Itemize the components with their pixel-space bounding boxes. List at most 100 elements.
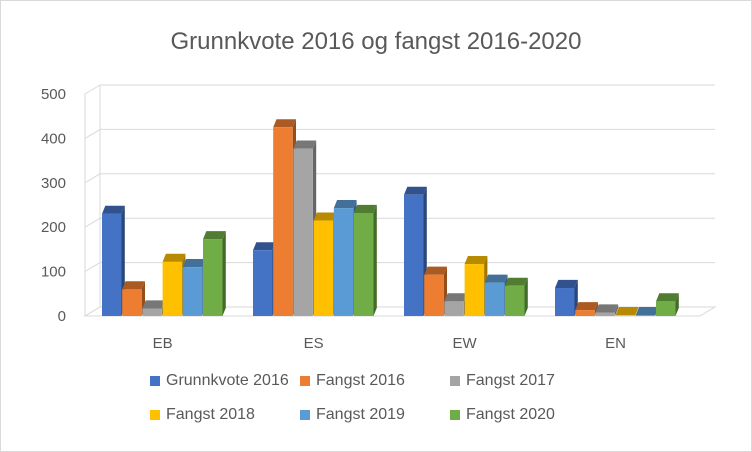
x-category-label: EN [605, 335, 626, 352]
bar-top [404, 186, 427, 195]
bar-top [595, 304, 619, 313]
bar-front [333, 208, 354, 316]
legend-swatch [450, 376, 460, 386]
bar-top [484, 274, 508, 283]
bar-top [122, 281, 145, 290]
bar-front [484, 282, 505, 316]
bar-front [656, 301, 676, 316]
bar-ES-4 [333, 200, 357, 316]
gridline-side-200 [84, 217, 101, 228]
bar-front [615, 315, 636, 316]
legend-item: Fangst 2019 [300, 406, 450, 424]
gridline-side-400 [84, 128, 101, 139]
x-category-label: EW [453, 335, 478, 352]
bar-side [635, 307, 639, 316]
y-tick-label: 100 [41, 264, 66, 281]
bar-front [555, 288, 575, 316]
bar-top [555, 279, 578, 289]
legend-swatch [300, 410, 310, 420]
bar-top [333, 200, 357, 209]
bar-top [464, 255, 488, 265]
legend-item: Grunnkvote 2016 [150, 372, 300, 390]
legend-label: Fangst 2016 [316, 372, 405, 389]
bar-top [424, 266, 447, 275]
gridline-side-300 [84, 173, 101, 184]
legend-label: Fangst 2020 [466, 406, 555, 423]
bar-EW-3 [464, 255, 488, 316]
bar-front [404, 194, 424, 316]
legend-swatch [300, 376, 310, 386]
bar-top [182, 259, 206, 268]
bar-top [253, 242, 276, 251]
bar-EB-1 [122, 281, 145, 316]
bar-EW-0 [404, 186, 427, 316]
legend-swatch [150, 376, 160, 386]
bar-front [635, 315, 656, 316]
y-tick-label: 300 [41, 175, 66, 192]
legend-item: Fangst 2020 [450, 406, 590, 424]
legend-label: Fangst 2017 [466, 372, 555, 389]
legend-swatch [450, 410, 460, 420]
bar-EB-2 [142, 300, 166, 316]
bar-EN-0 [555, 279, 578, 316]
bar-top [444, 293, 468, 302]
bar-top [575, 302, 598, 311]
bar-front [595, 312, 615, 316]
bar-EW-4 [484, 274, 508, 316]
bar-front [253, 250, 273, 316]
bar-front [444, 301, 464, 316]
bar-front [354, 212, 374, 316]
legend-label: Fangst 2018 [166, 406, 255, 423]
bar-top [313, 212, 337, 221]
bar-front [203, 239, 223, 316]
y-tick-label: 200 [41, 219, 66, 236]
bar-front [122, 289, 142, 316]
bar-front [313, 220, 334, 316]
bar-side [524, 277, 528, 316]
bar-EN-4 [635, 307, 659, 316]
bar-front [424, 274, 444, 316]
bar-top [354, 204, 377, 213]
bar-side [614, 304, 619, 316]
bar-EN-1 [575, 302, 598, 316]
x-category-label: EB [153, 335, 173, 352]
bar-ES-2 [293, 140, 317, 316]
bar-EN-2 [595, 304, 619, 316]
bar-EB-0 [102, 205, 125, 316]
bar-front [505, 285, 525, 316]
bar-EW-1 [424, 266, 447, 316]
bar-EN-3 [615, 307, 639, 316]
bar-top [635, 307, 659, 316]
legend-label: Fangst 2019 [316, 406, 405, 423]
bar-EW-2 [444, 293, 468, 316]
bar-top [162, 253, 186, 262]
bar-EB-4 [182, 259, 206, 316]
bar-top [203, 231, 226, 240]
bar-side [675, 293, 679, 316]
bar-EN-5 [656, 293, 679, 316]
bar-top [505, 277, 528, 286]
bar-top [293, 140, 317, 149]
bar-top [615, 307, 639, 316]
y-tick-label: 400 [41, 130, 66, 147]
chart-title: Grunnkvote 2016 og fangst 2016-2020 [170, 28, 582, 55]
bar-side [373, 204, 377, 316]
bar-front [575, 310, 595, 316]
bar-front [293, 148, 313, 316]
bar-top [656, 293, 679, 302]
bar-top [142, 300, 166, 309]
bar-ES-1 [273, 119, 296, 316]
bar-ES-0 [253, 242, 276, 316]
bar-side [222, 231, 226, 316]
bar-front [102, 213, 122, 316]
bar-ES-3 [313, 212, 337, 316]
gridline-side-100 [84, 262, 101, 273]
legend-swatch [150, 410, 160, 420]
chart-legend: Grunnkvote 2016 Fangst 2016 Fangst 2017 Fan… [150, 372, 590, 424]
x-category-label: ES [304, 335, 324, 352]
gridline-side-500 [84, 84, 101, 95]
bar-EW-5 [505, 277, 528, 316]
bar-front [142, 308, 162, 316]
bar-front [162, 261, 183, 316]
